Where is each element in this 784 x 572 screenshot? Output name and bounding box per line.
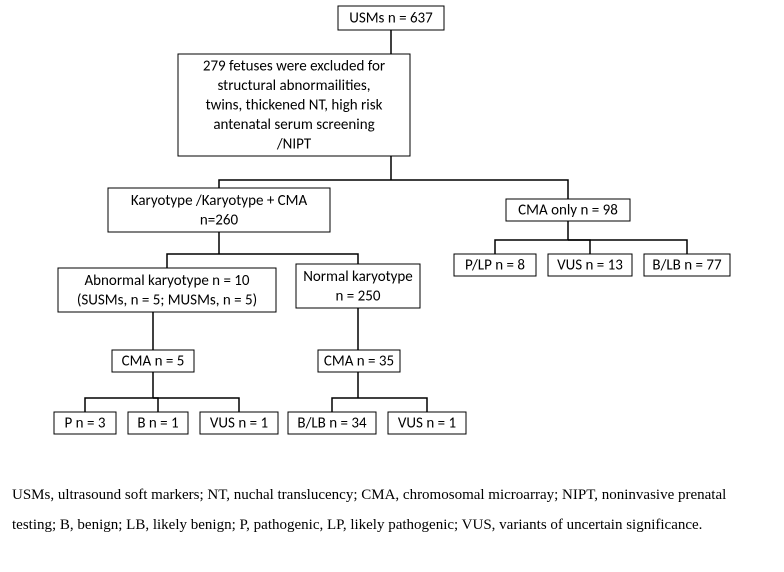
node-label: P/LP n = 8 (465, 257, 525, 275)
node-label: CMA only n = 98 (518, 202, 618, 220)
node-label: USMs n = 637 (349, 10, 433, 28)
connector (153, 398, 239, 412)
node-label: (SUSMs, n = 5; MUSMs, n = 5) (77, 291, 257, 309)
connector (219, 254, 358, 264)
node-label: Karyotype /Karyotype + CMA (131, 192, 308, 210)
node-label: n = 250 (336, 287, 381, 305)
node-label: B n = 1 (137, 415, 178, 433)
node-p3: P n = 3 (54, 412, 116, 434)
node-label: Normal karyotype (303, 268, 413, 286)
node-blb34: B/LB n = 34 (288, 412, 376, 434)
node-label: n=260 (200, 211, 239, 229)
connector (495, 240, 568, 254)
node-label: VUS n = 1 (398, 415, 456, 433)
node-label: CMA n = 35 (324, 353, 394, 371)
caption-text: USMs, ultrasound soft markers; NT, nucha… (0, 480, 784, 540)
node-blb77: B/LB n = 77 (644, 254, 730, 276)
node-label: CMA n = 5 (122, 353, 185, 371)
connector (332, 398, 358, 412)
connector (568, 240, 687, 254)
node-usms: USMs n = 637 (338, 6, 444, 30)
connector (85, 398, 153, 412)
node-plp8: P/LP n = 8 (454, 254, 536, 276)
node-label: Abnormal karyotype n = 10 (84, 272, 249, 290)
node-vus1a: VUS n = 1 (200, 412, 278, 434)
node-label: VUS n = 1 (210, 415, 268, 433)
node-vus13: VUS n = 13 (548, 254, 632, 276)
node-label: antenatal serum screening (213, 116, 374, 134)
node-label: /NIPT (276, 136, 312, 154)
flowchart-canvas: USMs n = 637 279 fetuses were excluded fo… (0, 0, 784, 480)
connector (568, 240, 590, 254)
node-cma35: CMA n = 35 (318, 350, 400, 372)
node-label: structural abnormailities, (217, 77, 370, 95)
connector (219, 180, 391, 188)
node-label: P n = 3 (65, 415, 106, 433)
node-kcma: Karyotype /Karyotype + CMAn=260 (108, 188, 330, 232)
connector (167, 254, 219, 268)
node-label: VUS n = 13 (557, 257, 623, 275)
node-norm: Normal karyotypen = 250 (296, 264, 420, 308)
node-label: twins, thickened NT, high risk (206, 97, 383, 115)
connector (358, 398, 427, 412)
node-vus1b: VUS n = 1 (388, 412, 466, 434)
node-label: 279 fetuses were excluded for (203, 58, 385, 76)
connector (153, 398, 158, 412)
node-label: B/LB n = 34 (297, 415, 367, 433)
node-label: B/LB n = 77 (652, 257, 722, 275)
node-abn: Abnormal karyotype n = 10(SUSMs, n = 5; … (58, 268, 276, 312)
node-cmaonly: CMA only n = 98 (506, 199, 630, 221)
connector (391, 180, 568, 199)
node-cma5: CMA n = 5 (112, 350, 194, 372)
node-b1: B n = 1 (128, 412, 188, 434)
node-excl: 279 fetuses were excluded forstructural … (178, 54, 410, 156)
